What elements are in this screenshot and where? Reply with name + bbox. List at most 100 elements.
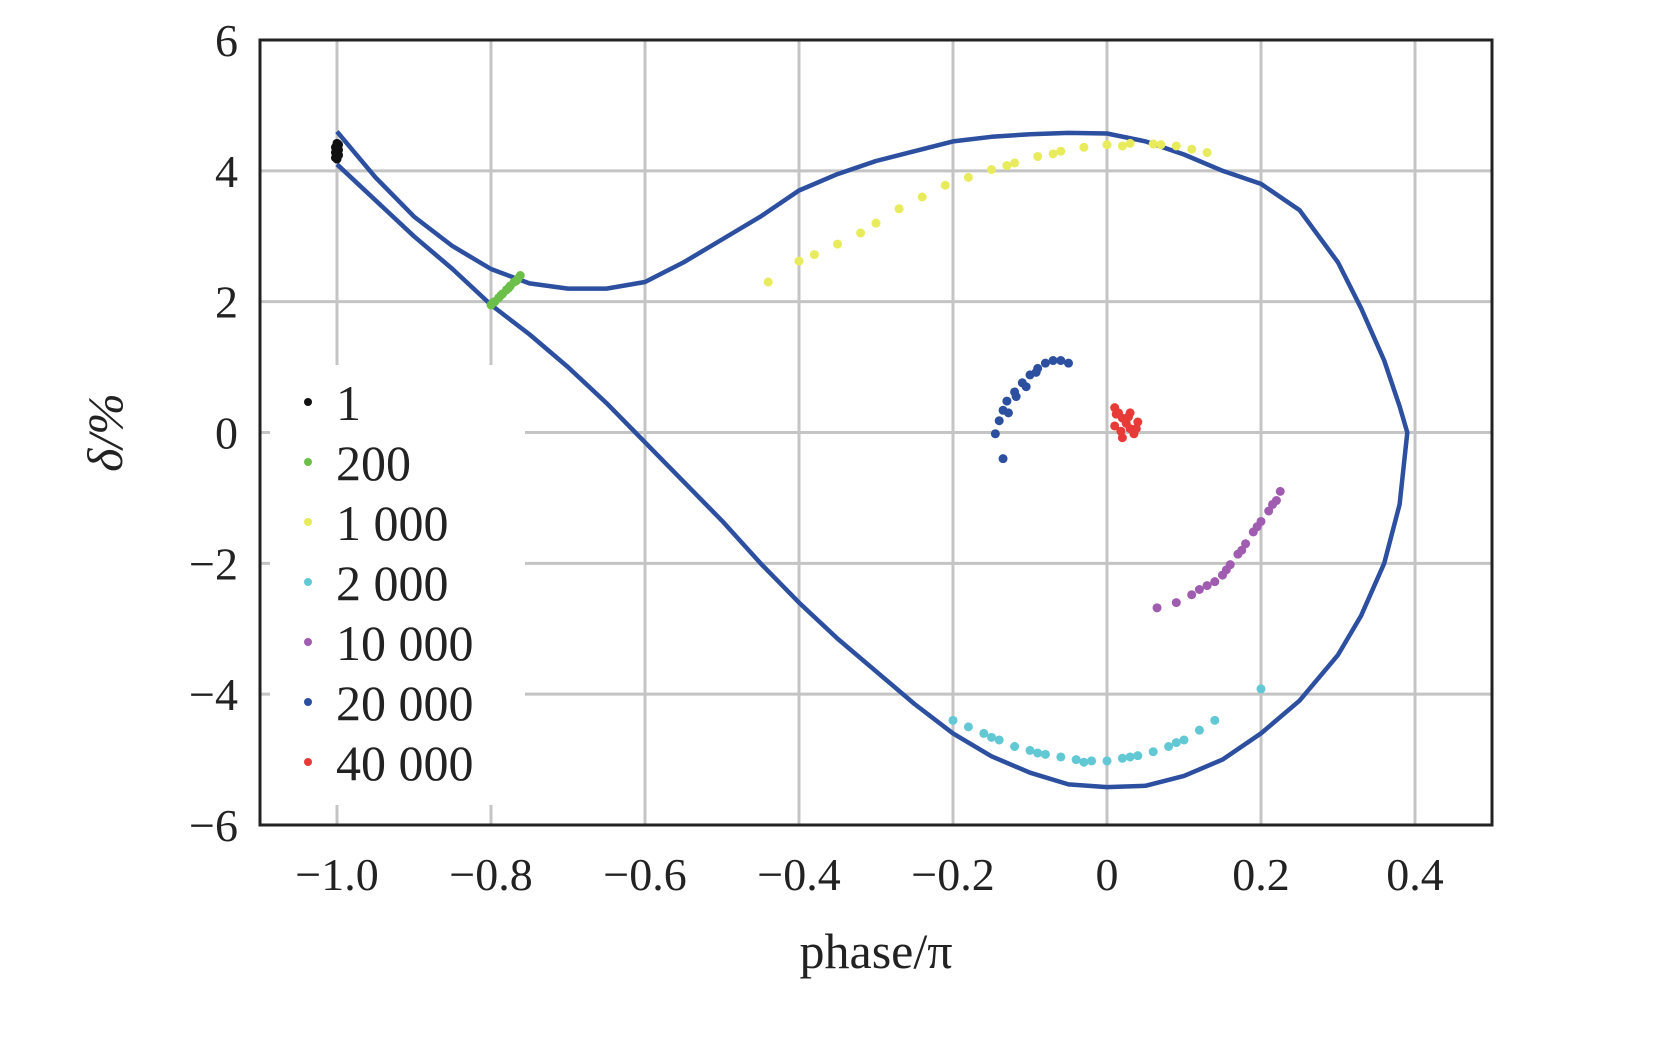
data-point	[809, 250, 819, 260]
data-point	[1033, 151, 1043, 161]
data-point	[1268, 499, 1278, 509]
data-point	[1110, 421, 1120, 431]
data-point	[1116, 426, 1126, 436]
data-point	[1011, 392, 1021, 402]
series-1	[330, 138, 344, 164]
data-point	[1256, 684, 1266, 694]
data-point	[1125, 752, 1135, 762]
x-tick-label: −1.0	[295, 849, 378, 900]
data-point	[963, 722, 973, 732]
x-tick-label: −0.4	[757, 849, 840, 900]
plot-frame	[258, 38, 1494, 827]
data-point	[1102, 140, 1112, 150]
legend-label: 1 000	[336, 495, 449, 551]
data-point	[1125, 138, 1135, 148]
data-point	[940, 180, 950, 190]
data-point	[1202, 581, 1212, 591]
data-point	[979, 728, 989, 738]
data-point	[1252, 522, 1262, 532]
data-point	[917, 192, 927, 202]
x-tick-label: 0	[1096, 849, 1119, 900]
data-point	[994, 416, 1004, 426]
data-point	[1048, 149, 1058, 159]
data-point	[1124, 412, 1134, 422]
data-point	[1179, 735, 1189, 745]
legend-marker	[304, 638, 312, 646]
data-point	[1033, 748, 1043, 758]
data-point	[794, 256, 804, 266]
data-point	[504, 283, 514, 293]
separatrix-layer	[335, 130, 1410, 790]
y-tick-label: −6	[189, 800, 238, 851]
data-point	[763, 277, 773, 287]
data-point	[963, 172, 973, 182]
data-point	[1056, 356, 1066, 366]
y-tick-label: 2	[215, 277, 238, 328]
data-point	[1171, 738, 1181, 748]
data-point	[994, 735, 1004, 745]
legend-marker	[304, 758, 312, 766]
data-point	[1187, 590, 1197, 600]
data-point	[1171, 598, 1181, 608]
legend-marker	[304, 398, 312, 406]
data-point	[1194, 585, 1204, 594]
x-tick-label: −0.8	[449, 849, 532, 900]
series-1000	[763, 138, 1212, 287]
data-point	[833, 239, 842, 249]
data-point	[488, 297, 498, 307]
data-point	[1241, 539, 1251, 549]
data-point	[987, 165, 996, 175]
data-point	[1131, 424, 1141, 434]
data-point	[1202, 148, 1212, 158]
data-point	[1275, 486, 1285, 496]
data-point	[1156, 140, 1166, 150]
legend-marker	[304, 578, 312, 586]
separatrix-curve	[335, 130, 1410, 790]
x-tick-label: −0.6	[603, 849, 686, 900]
data-point	[1002, 161, 1012, 171]
data-point	[1210, 715, 1220, 725]
data-point	[1264, 506, 1274, 516]
legend-label: 2 000	[336, 555, 449, 611]
data-point	[1221, 565, 1231, 575]
series-2000	[948, 684, 1266, 767]
data-point	[1002, 396, 1012, 406]
series-10000	[1152, 486, 1285, 613]
y-tick-label: −4	[189, 669, 238, 720]
data-point	[1056, 752, 1066, 762]
legend-marker	[304, 458, 312, 466]
x-axis-title: phase/π	[800, 923, 953, 979]
data-point	[1194, 725, 1204, 735]
y-axis-title: δ/%	[77, 393, 133, 472]
data-point	[496, 290, 506, 300]
series-200	[486, 271, 525, 310]
x-tick-label: 0.2	[1232, 849, 1290, 900]
data-point	[1031, 367, 1041, 377]
data-point	[1133, 751, 1143, 761]
data-point	[1079, 142, 1089, 152]
data-point	[1237, 545, 1247, 555]
data-point	[1056, 146, 1066, 156]
data-point	[1111, 409, 1121, 419]
legend-label: 1	[336, 375, 361, 431]
data-point	[1079, 757, 1089, 767]
legend-marker	[304, 518, 312, 526]
data-point	[1048, 356, 1058, 366]
legend-label: 20 000	[336, 675, 474, 731]
data-point	[1187, 144, 1197, 154]
data-point	[987, 732, 996, 742]
legend-label: 200	[336, 435, 411, 491]
legend-marker	[304, 698, 312, 706]
data-point	[1087, 756, 1097, 766]
scatter-points	[330, 138, 1285, 767]
data-point	[948, 715, 958, 725]
x-tick-labels: −1.0 −0.8 −0.6 −0.4 −0.2 0 0.2 0.4	[295, 849, 1443, 900]
data-point	[990, 429, 1000, 439]
x-tick-label: −0.2	[911, 849, 994, 900]
data-point	[871, 218, 881, 228]
data-point	[1102, 756, 1112, 766]
data-point	[1152, 603, 1162, 613]
x-tick-label: 0.4	[1386, 849, 1444, 900]
data-point	[1025, 745, 1035, 755]
